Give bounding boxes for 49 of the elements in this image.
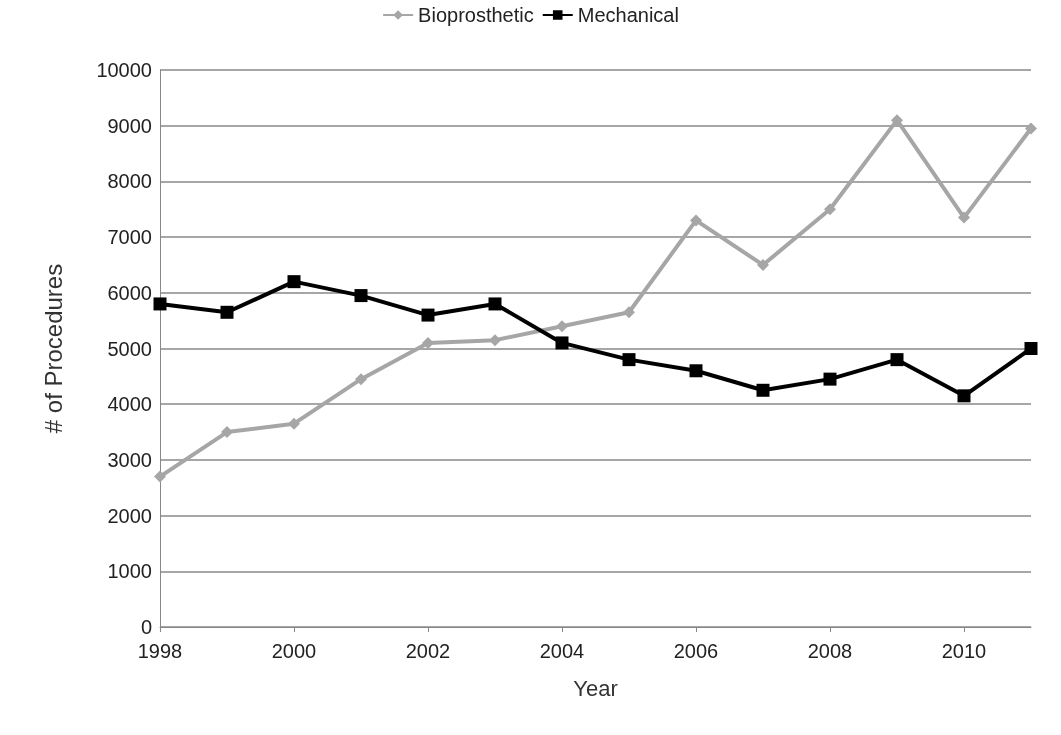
legend-label: Bioprosthetic (418, 4, 534, 26)
x-tick-label: 2000 (271, 640, 317, 662)
x-tick-label: 2010 (941, 640, 987, 662)
point (824, 203, 836, 216)
point (1024, 342, 1038, 355)
x-tick-label: 2004 (539, 640, 585, 662)
point (757, 258, 769, 271)
point (622, 353, 636, 367)
point (556, 320, 568, 333)
x-axis-title: Year (573, 675, 618, 701)
point (489, 334, 501, 347)
y-tick-label: 6000 (107, 281, 152, 304)
point (957, 389, 971, 403)
point (154, 470, 166, 483)
point (555, 336, 569, 350)
point (1025, 122, 1037, 135)
y-tick-label: 1000 (107, 560, 152, 583)
point (623, 306, 635, 319)
point (422, 336, 434, 349)
point (220, 305, 234, 319)
x-tick-label: 1998 (137, 640, 183, 662)
point (689, 364, 703, 378)
x-tick-label: 2006 (673, 640, 719, 662)
point (690, 214, 702, 227)
point (890, 353, 904, 367)
y-axis-title: # of Procedures (39, 263, 67, 434)
point (421, 308, 435, 322)
point (287, 275, 301, 289)
point (354, 289, 368, 303)
y-tick-label: 7000 (107, 226, 152, 249)
x-tick-label: 2008 (807, 640, 853, 662)
x-tick-label: 2002 (405, 640, 451, 662)
point (221, 426, 233, 439)
y-tick-label: 5000 (107, 337, 152, 360)
legend-label: Mechanical (577, 4, 679, 26)
y-tick-label: 8000 (107, 170, 152, 193)
y-tick-label: 3000 (107, 448, 152, 471)
y-tick-label: 0 (140, 616, 152, 638)
y-tick-label: 10000 (96, 59, 152, 81)
point (153, 297, 167, 311)
y-tick-label: 9000 (107, 114, 152, 137)
y-tick-label: 2000 (107, 504, 152, 527)
point (488, 297, 502, 311)
point (756, 383, 770, 397)
point (288, 417, 300, 430)
point (958, 211, 970, 224)
y-tick-label: 4000 (107, 393, 152, 416)
point (355, 373, 367, 386)
point (823, 372, 837, 386)
